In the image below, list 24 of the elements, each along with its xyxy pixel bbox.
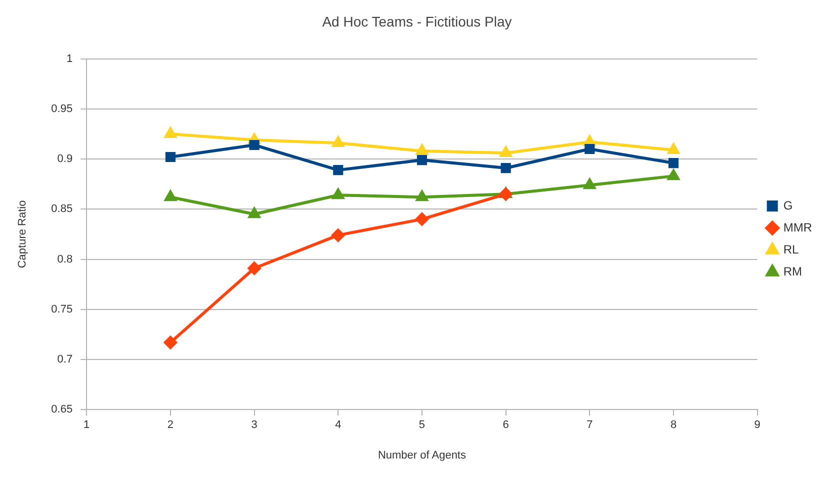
y-tick-label: 0.65 <box>51 404 73 416</box>
x-tick-label: 6 <box>502 419 509 432</box>
y-tick-label: 1 <box>66 52 73 65</box>
y-tick-label: 0.95 <box>51 102 73 115</box>
x-tick-label: 7 <box>586 419 593 432</box>
y-tick-label: 0.8 <box>57 253 73 266</box>
legend-label: G <box>783 198 793 212</box>
y-axis-title: Capture Ratio <box>16 200 29 268</box>
x-tick-label: 3 <box>251 419 258 432</box>
legend-label: RL <box>783 242 800 256</box>
x-tick-label: 2 <box>167 419 174 432</box>
chart-title: Ad Hoc Teams - Fictitious Play <box>322 13 512 30</box>
x-tick-label: 8 <box>670 419 677 432</box>
y-tick-label: 0.9 <box>57 153 73 166</box>
x-tick-label: 4 <box>335 419 342 432</box>
y-tick-label: 0.85 <box>51 203 73 216</box>
x-tick-label: 9 <box>754 419 760 432</box>
x-tick-label: 1 <box>84 419 90 432</box>
y-tick-label: 0.75 <box>51 303 73 316</box>
legend-label: RM <box>783 264 802 278</box>
y-tick-label: 0.7 <box>57 354 73 366</box>
x-axis-title: Number of Agents <box>378 449 466 462</box>
legend-label: MMR <box>783 220 812 234</box>
x-tick-label: 5 <box>418 419 426 432</box>
